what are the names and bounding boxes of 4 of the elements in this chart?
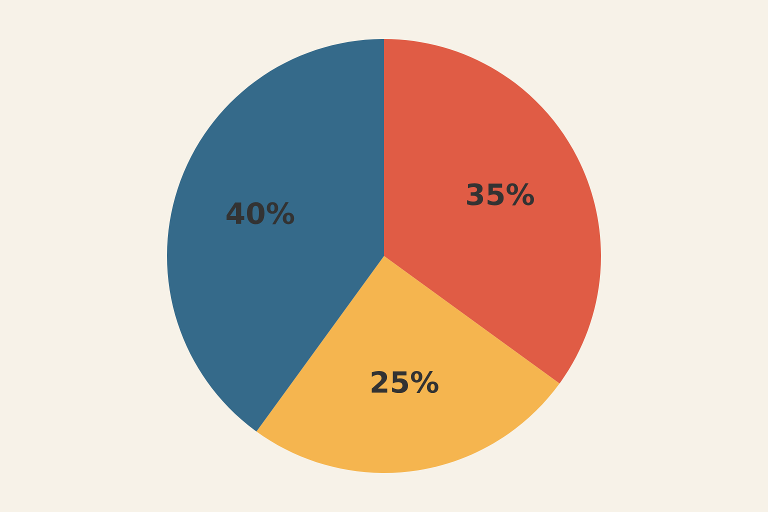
data-label: 35%: [467, 183, 534, 206]
pie-slice: [256, 256, 560, 473]
data-label: 25%: [372, 371, 438, 394]
data-label: 40%: [226, 202, 294, 224]
